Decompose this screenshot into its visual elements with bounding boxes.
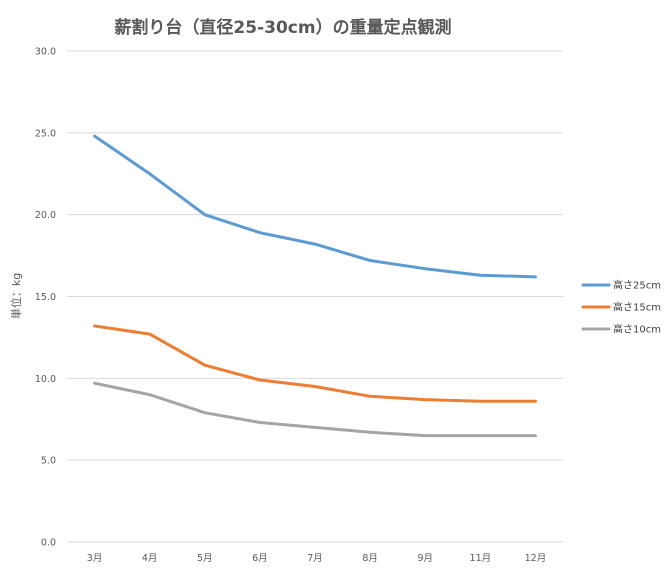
y-tick-label: 25.0 (35, 128, 56, 139)
x-tick-label: 7月 (307, 553, 323, 564)
legend-label: 高さ15cm (613, 301, 661, 314)
y-tick-label: 5.0 (41, 456, 56, 467)
y-tick-label: 30.0 (35, 47, 56, 58)
y-tick-label: 0.0 (41, 538, 56, 549)
series-line-1 (93, 134, 537, 279)
y-axis-label: 単位：kg (9, 273, 23, 319)
x-axis-ticks: 3月 4月 5月 6月 7月 8月 9月 11月 12月 (87, 553, 546, 564)
legend-label: 高さ25cm (613, 279, 661, 292)
y-tick-label: 15.0 (35, 292, 56, 303)
y-axis-ticks: 0.0 5.0 10.0 15.0 20.0 25.0 30.0 (35, 47, 56, 549)
gridlines (67, 50, 563, 543)
x-tick-label: 8月 (362, 553, 378, 564)
y-tick-label: 10.0 (35, 374, 56, 385)
series-line-3 (93, 381, 537, 438)
x-tick-label: 6月 (252, 553, 268, 564)
y-tick-label: 20.0 (35, 210, 56, 221)
chart-title: 薪割り台（直径25-30cm）の重量定点観測 (114, 17, 451, 38)
x-tick-label: 5月 (197, 553, 213, 564)
series-line-2 (93, 324, 537, 403)
x-tick-label: 11月 (470, 553, 492, 564)
legend-label: 高さ10cm (613, 323, 661, 336)
x-tick-label: 12月 (525, 553, 547, 564)
x-tick-label: 4月 (142, 553, 158, 564)
legend: 高さ25cm 高さ15cm 高さ10cm (581, 279, 661, 336)
x-tick-label: 3月 (87, 553, 103, 564)
x-tick-label: 9月 (417, 553, 433, 564)
series-lines (93, 134, 537, 438)
